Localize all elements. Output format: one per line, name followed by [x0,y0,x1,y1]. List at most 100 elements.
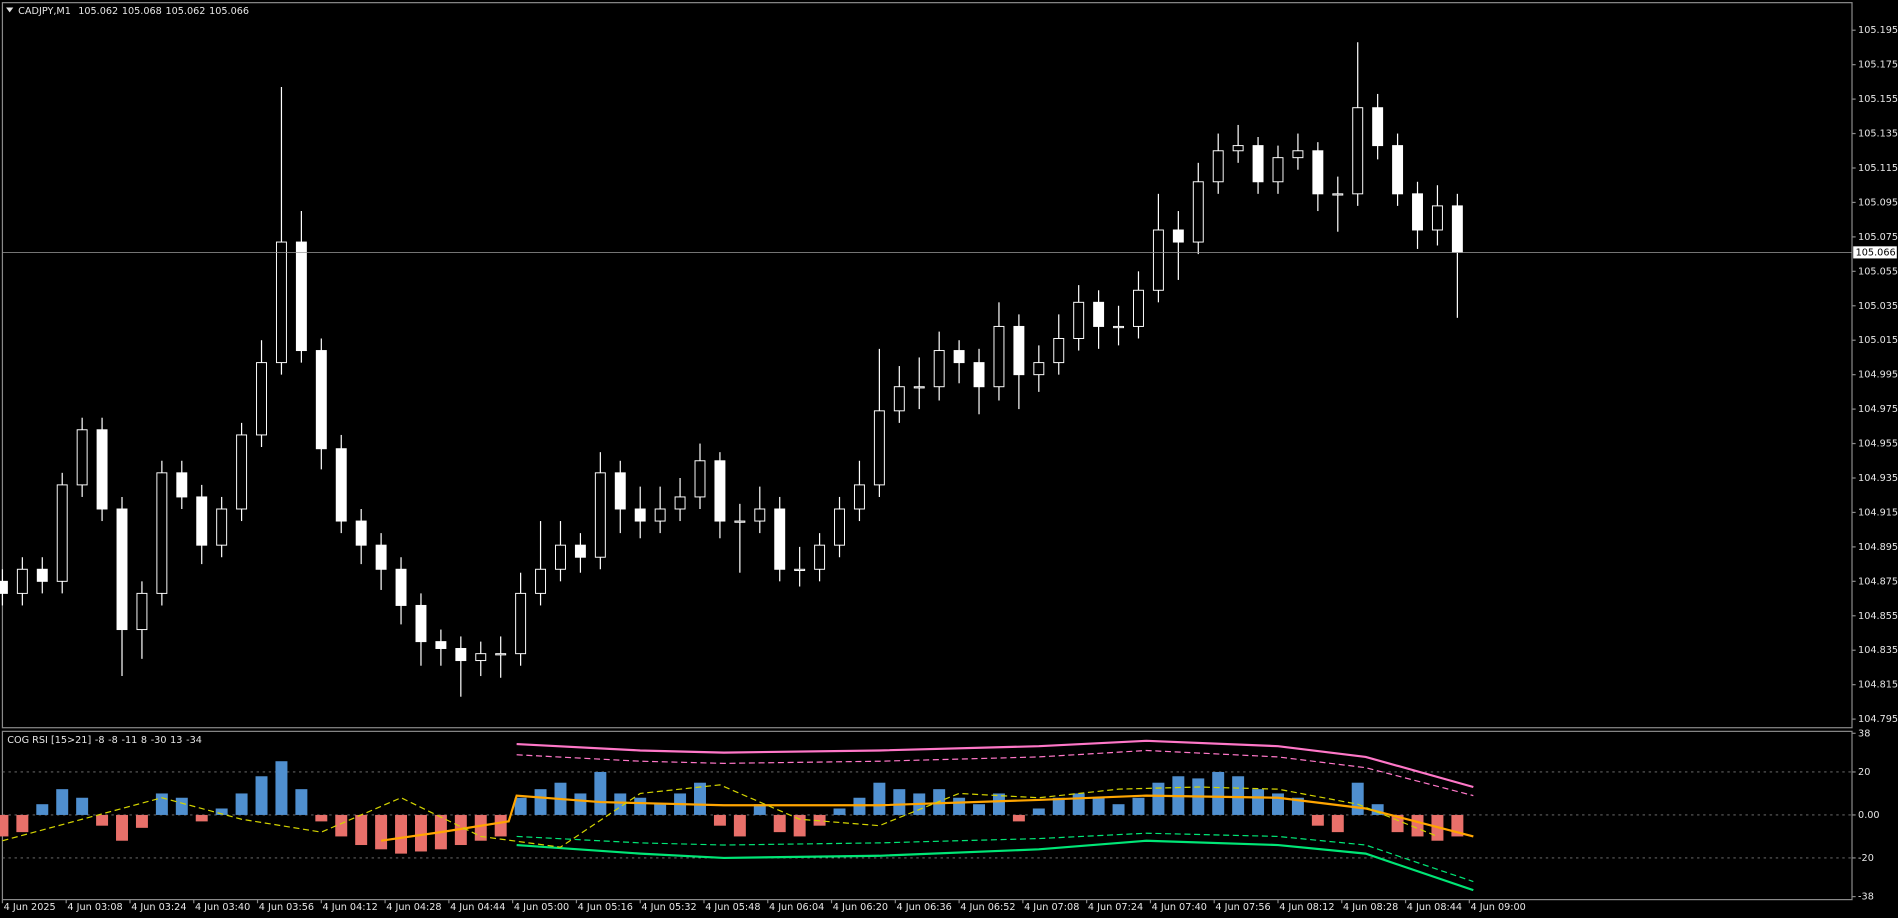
histogram-bar [414,814,427,852]
indicator-param: -30 [151,735,167,746]
candle-body [196,496,208,546]
indicator-line [516,839,1474,892]
histogram-bar [56,789,69,815]
histogram-bar [753,804,766,815]
candle-body [515,592,527,655]
histogram-bar [16,814,29,833]
candle-body [1172,229,1184,243]
histogram-bar [235,793,248,815]
candle-body [176,472,188,498]
candle-body [1352,107,1364,195]
histogram-bar [1351,782,1364,815]
candle-body [216,508,228,546]
histogram-bar [873,782,886,815]
x-tick-label: 4 Jun 06:20 [833,902,888,913]
candle-body [256,362,267,436]
histogram-bar [1371,804,1384,815]
y-tick-label: 104.975 [1858,404,1898,415]
x-tick-label: 4 Jun 07:24 [1088,902,1143,913]
indicator-param: 8 [141,735,147,746]
candle-body [96,429,108,510]
histogram-bar [1132,797,1145,815]
y-tick-label: 105.095 [1858,197,1898,208]
y-tick-label: 38 [1858,728,1870,739]
candle-body [1272,157,1284,183]
indicator-param: 13 [170,735,182,746]
candle-body [1412,193,1423,231]
y-tick-label: -20 [1858,853,1874,864]
candle-body [315,350,327,450]
x-tick-label: 4 Jun 08:28 [1343,902,1398,913]
histogram-bar [355,814,368,846]
candle-body [674,496,686,510]
histogram-bar [614,793,627,815]
y-tick-label: 105.135 [1858,129,1898,140]
candle-body [1232,145,1244,152]
candle-body [395,568,407,606]
histogram-bar [1112,804,1125,815]
histogram-bar [1291,797,1304,815]
histogram-bar [494,814,507,837]
x-tick-label: 4 Jun 05:48 [705,902,760,913]
candle-body [1152,229,1164,291]
histogram-bar [335,814,348,837]
histogram-bar [574,793,587,815]
y-tick-label: 0.00 [1858,810,1880,821]
y-tick-label: 105.175 [1858,60,1898,71]
histogram-bar [1311,814,1324,826]
candle-body [1252,145,1264,183]
y-tick-label: 105.115 [1858,163,1898,174]
histogram-bar [315,814,328,822]
candle-body [774,508,786,570]
candle-body [933,350,945,388]
candle-body [1312,150,1324,195]
candle-body [1372,107,1384,147]
x-tick-label: 4 Jun 09:00 [1471,902,1526,913]
histogram-bar [76,797,89,815]
y-tick-label: -38 [1858,892,1874,903]
candle-body [794,568,806,571]
candle-body [1431,205,1443,231]
candle-body [475,653,487,662]
ohlc-close: 105.066 [209,6,249,17]
candle-body [116,508,128,631]
candle-body [953,350,965,364]
histogram-bar [375,814,388,850]
candle-body [1451,205,1463,253]
candle-body [1332,193,1344,196]
histogram-bar [155,793,168,815]
histogram-bar [1391,814,1404,833]
histogram-bar [953,797,966,815]
ohlc-low: 105.062 [165,6,205,17]
indicator-title: COG RSI [15>21] [7,735,91,746]
y-tick-label: 105.035 [1858,301,1898,312]
x-tick-label: 4 Jun 04:28 [386,902,441,913]
y-tick-label: 105.055 [1858,266,1898,277]
candle-body [754,508,766,522]
candle-body [156,472,168,594]
candle-body [734,520,746,523]
candle-body [555,544,566,570]
histogram-bar [1032,808,1045,815]
ohlc-high: 105.068 [122,6,162,17]
price-panel-border [1,2,1853,729]
y-tick-label: 104.935 [1858,473,1898,484]
candle-body [853,484,865,510]
candle-body [1013,325,1025,376]
candle-body [1093,301,1105,327]
indicator-param: -11 [121,735,137,746]
x-tick-label: 4 Jun 07:40 [1152,902,1207,913]
candle-body [694,460,706,498]
histogram-bar [992,793,1005,815]
x-tick-label: 4 Jun 07:56 [1215,902,1270,913]
current-price-box [1853,246,1897,259]
price-header: CADJPY,M1 105.062 105.068 105.062 105.066 [18,6,249,17]
histogram-bar [594,771,607,815]
histogram-bar [116,814,128,841]
histogram-bar [275,761,288,815]
candle-body [574,544,586,558]
collapse-icon[interactable] [6,7,14,13]
candle-body [614,472,626,510]
